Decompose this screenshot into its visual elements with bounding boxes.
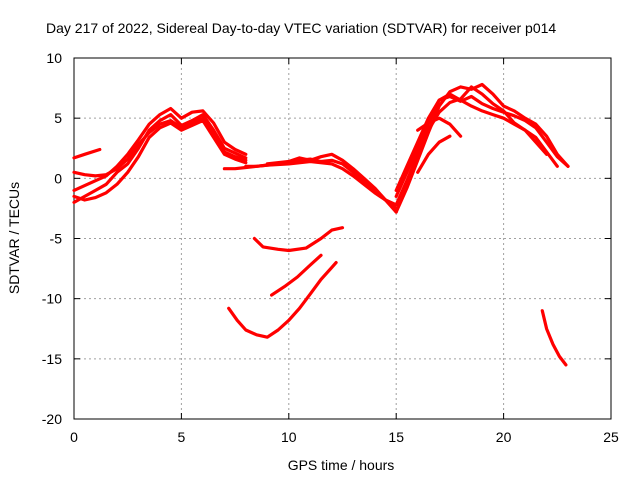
y-tick-label: -5 (50, 231, 63, 247)
series-line-track-e (72, 118, 248, 202)
x-tick-label: 5 (178, 429, 186, 445)
x-tick-label: 10 (281, 429, 297, 445)
series-line-track-m (416, 116, 463, 138)
data-series (72, 82, 570, 367)
series-line-track-h (265, 157, 398, 210)
x-tick-label: 15 (388, 429, 404, 445)
y-tick-label: -10 (42, 291, 62, 307)
y-tick-label: -15 (42, 351, 62, 367)
series-line-track-l (394, 92, 549, 192)
y-tick-label: 0 (54, 170, 62, 186)
x-tick-label: 20 (496, 429, 512, 445)
y-tick-label: -20 (42, 411, 62, 427)
chart-title: Day 217 of 2022, Sidereal Day-to-day VTE… (46, 20, 556, 36)
x-tick-label: 25 (603, 429, 619, 445)
y-tick-label: 10 (46, 50, 62, 66)
series-line-track-c (72, 106, 248, 192)
series-line-track-b (72, 112, 248, 204)
series-line-track-j (394, 94, 570, 198)
series-line-track-n (416, 134, 452, 174)
x-axis-label: GPS time / hours (288, 457, 395, 473)
series-line-track-r (540, 309, 568, 367)
series-line-track-q (227, 261, 338, 339)
y-axis-label: SDTVAR / TECUs (6, 182, 22, 294)
series-line-track-a (72, 147, 102, 160)
series-line-track-p (270, 253, 323, 297)
grid (74, 58, 611, 419)
series-line-track-k (394, 85, 559, 207)
x-tick-label: 0 (70, 429, 78, 445)
y-tick-label: 5 (54, 110, 62, 126)
axis-ticks: 0 5 10 15 20 25 -20 -15 -10 -5 0 5 10 (42, 50, 619, 445)
series-line-track-o (252, 226, 345, 253)
